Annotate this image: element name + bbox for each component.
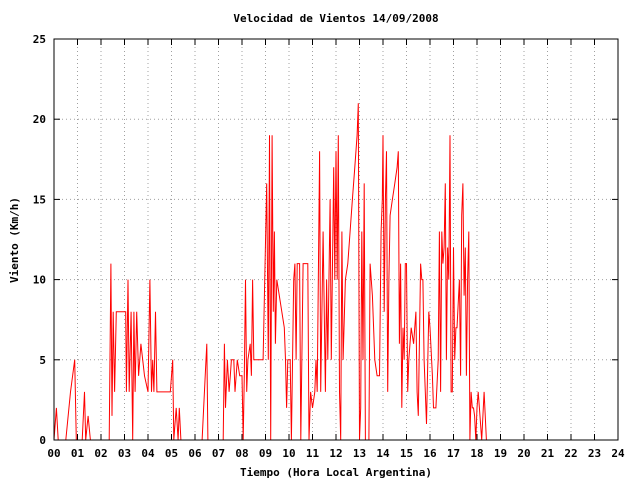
x-tick-label: 09 (259, 447, 272, 460)
x-tick-label: 19 (494, 447, 507, 460)
x-tick-label: 03 (118, 447, 131, 460)
x-tick-label: 17 (447, 447, 460, 460)
x-tick-label: 13 (353, 447, 366, 460)
x-tick-label: 04 (141, 447, 155, 460)
y-tick-label: 15 (33, 193, 46, 206)
axis-ticks (53, 38, 619, 441)
x-tick-label: 18 (470, 447, 483, 460)
x-tick-label: 20 (517, 447, 530, 460)
x-tick-label: 10 (282, 447, 295, 460)
x-tick-label: 02 (94, 447, 107, 460)
x-tick-label: 22 (564, 447, 577, 460)
y-tick-label: 5 (39, 354, 46, 367)
x-tick-label: 07 (212, 447, 225, 460)
x-tick-label: 21 (541, 447, 555, 460)
wind-speed-series-line (53, 103, 489, 441)
tick-labels: 00 01 02 03 04 05 06 07 08 09 10 11 12 13 14 15 16 17 18 19… (33, 33, 625, 460)
series-group (53, 103, 489, 441)
x-tick-label: 15 (400, 447, 413, 460)
x-tick-label: 12 (329, 447, 342, 460)
x-tick-label: 01 (71, 447, 85, 460)
x-tick-label: 06 (188, 447, 202, 460)
x-tick-label: 11 (306, 447, 320, 460)
y-axis-label: Viento (Km/h) (8, 197, 21, 283)
x-tick-label: 24 (611, 447, 625, 460)
x-tick-label: 08 (235, 447, 248, 460)
y-tick-label: 10 (33, 274, 46, 287)
y-tick-label: 0 (39, 434, 46, 447)
y-tick-label: 20 (33, 113, 46, 126)
chart-title: Velocidad de Vientos 14/09/2008 (233, 12, 438, 25)
x-axis-label: Tiempo (Hora Local Argentina) (240, 466, 432, 479)
x-tick-label: 14 (376, 447, 390, 460)
y-tick-label: 25 (33, 33, 46, 46)
plot-frame (53, 38, 619, 441)
x-tick-label: 16 (423, 447, 437, 460)
x-tick-label: 00 (47, 447, 60, 460)
x-tick-label: 23 (588, 447, 601, 460)
x-tick-label: 05 (165, 447, 178, 460)
grid-lines (54, 39, 618, 440)
